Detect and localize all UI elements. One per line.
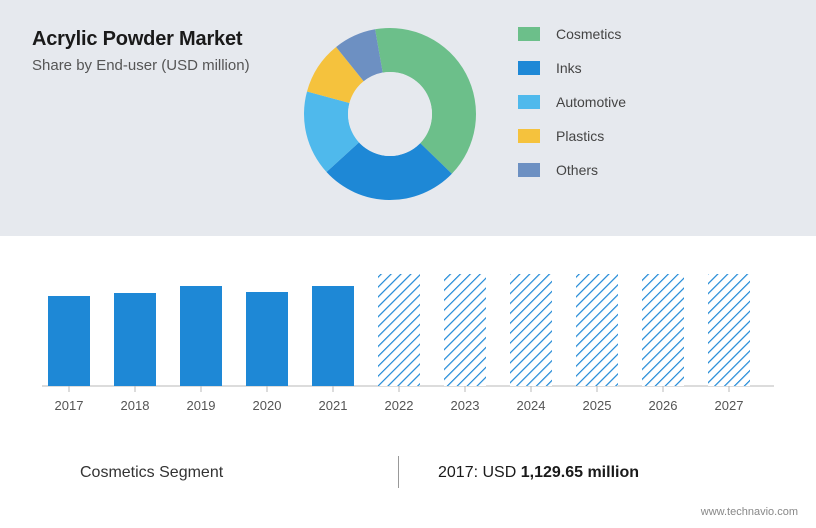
bar-label-2022: 2022 — [385, 398, 414, 413]
bar-2024 — [510, 274, 552, 386]
legend-label: Plastics — [556, 128, 604, 144]
bar-2025 — [576, 274, 618, 386]
legend-label: Inks — [556, 60, 582, 76]
legend-label: Automotive — [556, 94, 626, 110]
bar-label-2019: 2019 — [187, 398, 216, 413]
footer-year: 2017 — [438, 464, 474, 481]
bar-label-2026: 2026 — [649, 398, 678, 413]
bar-2022 — [378, 274, 420, 386]
bar-2023 — [444, 274, 486, 386]
donut-hole — [348, 72, 432, 156]
donut-legend: Cosmetics Inks Automotive Plastics Others — [518, 26, 626, 196]
bar-label-2021: 2021 — [319, 398, 348, 413]
footer-value-prefix: : USD — [474, 464, 521, 481]
bar-label-2017: 2017 — [55, 398, 84, 413]
bar-2017 — [48, 296, 90, 386]
legend-label: Cosmetics — [556, 26, 621, 42]
bar-2027 — [708, 274, 750, 386]
footer-segment-label: Cosmetics Segment — [80, 464, 223, 482]
bar-2018 — [114, 293, 156, 386]
footer-divider — [398, 456, 399, 488]
chart-subtitle: Share by End-user (USD million) — [32, 57, 250, 74]
watermark: www.technavio.com — [701, 506, 798, 518]
legend-item-inks: Inks — [518, 60, 626, 76]
legend-label: Others — [556, 162, 598, 178]
legend-swatch — [518, 95, 540, 109]
bar-2020 — [246, 292, 288, 386]
donut-chart — [290, 14, 490, 214]
legend-swatch — [518, 27, 540, 41]
bar-label-2018: 2018 — [121, 398, 150, 413]
legend-item-others: Others — [518, 162, 626, 178]
bar-label-2025: 2025 — [583, 398, 612, 413]
chart-title: Acrylic Powder Market — [32, 28, 250, 51]
legend-item-cosmetics: Cosmetics — [518, 26, 626, 42]
footer: Cosmetics Segment 2017: USD 1,129.65 mil… — [0, 456, 816, 496]
bar-2021 — [312, 286, 354, 386]
footer-amount: 1,129.65 million — [521, 464, 639, 481]
legend-swatch — [518, 61, 540, 75]
bar-chart-region: 2017 2018 2019 2020 2021 2022 2023 2024 2025 2026… — [0, 236, 816, 446]
bar-label-2020: 2020 — [253, 398, 282, 413]
legend-item-plastics: Plastics — [518, 128, 626, 144]
legend-swatch — [518, 163, 540, 177]
bar-label-2027: 2027 — [715, 398, 744, 413]
bar-label-2024: 2024 — [517, 398, 546, 413]
footer-value: 2017: USD 1,129.65 million — [438, 464, 639, 482]
top-panel: Acrylic Powder Market Share by End-user … — [0, 0, 816, 236]
title-block: Acrylic Powder Market Share by End-user … — [32, 28, 250, 74]
bar-2019 — [180, 286, 222, 386]
legend-swatch — [518, 129, 540, 143]
legend-item-automotive: Automotive — [518, 94, 626, 110]
bar-2026 — [642, 274, 684, 386]
bar-label-2023: 2023 — [451, 398, 480, 413]
